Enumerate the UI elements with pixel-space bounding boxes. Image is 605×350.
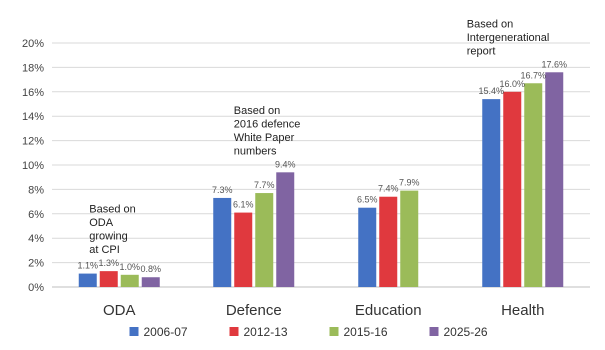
bars [78,72,564,288]
data-label: 9.4% [275,159,296,169]
legend-swatch [229,327,239,336]
legend-swatch [429,327,439,336]
data-label: 7.4% [378,184,399,194]
bar [276,172,295,287]
bar [78,273,97,287]
annotation-line: 2016 defence [234,118,301,130]
bar [400,190,419,287]
y-tick-label: 16% [22,87,44,99]
y-tick-label: 20% [22,38,44,50]
bar [482,99,501,288]
bar [379,196,398,287]
bar [358,207,377,287]
bar [120,274,139,287]
data-label: 7.7% [254,180,275,190]
bar [503,91,522,287]
y-tick-label: 10% [22,160,44,172]
gridlines [52,42,590,288]
data-label: 1.1% [77,261,98,271]
bar [545,72,564,287]
annotation-line: growing [89,231,128,243]
data-label: 0.8% [140,264,161,274]
y-tick-label: 14% [22,111,44,123]
y-tick-label: 0% [28,282,44,294]
legend-label: 2006-07 [144,325,188,339]
legend-swatch [329,327,339,336]
y-tick-label: 12% [22,136,44,148]
category-label: Education [355,302,422,319]
y-tick-label: 8% [28,184,44,196]
category-label: Defence [226,302,282,319]
y-axis-tick-labels: 0% 2% 4% 6% 8% 10% 12% 14% 16% 18% 20% [22,38,44,294]
data-label: 1.0% [119,262,140,272]
bar [141,277,160,287]
y-tick-label: 18% [22,62,44,74]
data-label: 17.6% [541,59,567,69]
category-label: Health [501,302,544,319]
annotation-line: Intergenerational [467,32,550,44]
legend-label: 2025-26 [444,325,488,339]
annotation-line: ODA [89,217,114,229]
annotation-line: report [467,45,496,57]
legend-label: 2015-16 [344,325,388,339]
y-tick-label: 6% [28,209,44,221]
bar [99,271,118,287]
bar [255,193,274,287]
annotation-line: at CPI [89,244,120,256]
y-tick-label: 4% [28,233,44,245]
data-label: 15.4% [478,86,504,96]
data-label: 1.3% [98,258,119,268]
annotation-line: Based on [89,204,135,216]
annotation-line: White Paper [234,132,295,144]
data-label: 16.7% [520,70,546,80]
annotation-line: Based on [467,18,513,30]
bar [524,83,543,287]
legend-swatch [129,327,139,336]
bar [234,212,253,287]
data-label: 6.5% [357,195,378,205]
y-tick-label: 2% [28,258,44,270]
annotation-line: Based on [234,105,280,117]
x-axis-category-labels: ODA Defence Education Health [103,302,544,319]
legend: 2006-07 2012-13 2015-16 2025-26 [129,325,488,339]
data-labels: 1.1% 1.3% 1.0% 0.8% 7.3%6.1%7.7% 9.4% 6.5%7.4%… [77,59,567,274]
data-label: 7.3% [212,185,233,195]
bar [213,197,232,287]
data-label: 6.1% [233,200,254,210]
data-label: 7.9% [399,178,420,188]
legend-label: 2012-13 [244,325,288,339]
annotation-line: numbers [234,145,277,157]
data-label: 16.0% [499,79,525,89]
category-label: ODA [103,302,136,319]
